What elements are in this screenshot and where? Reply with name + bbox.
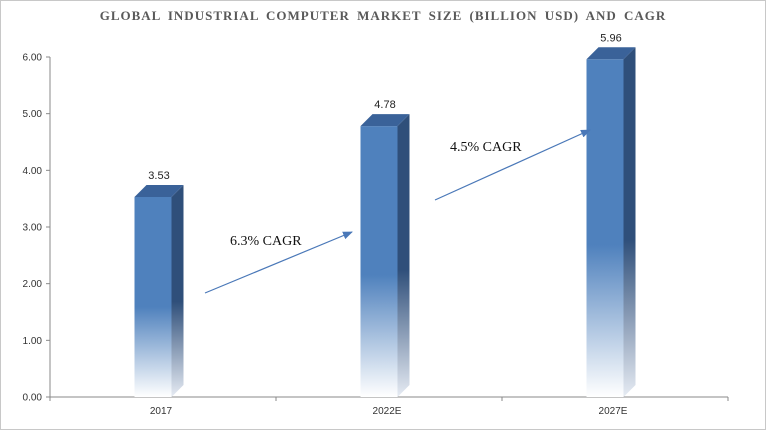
cagr-arrow — [204, 231, 353, 294]
cagr-label: 4.5% CAGR — [450, 140, 522, 155]
bar-side — [397, 114, 410, 397]
data-label: 4.78 — [374, 99, 395, 111]
y-tick-label: 5.00 — [23, 109, 43, 120]
x-tick-label: 2022E — [373, 406, 402, 417]
data-label: 3.53 — [148, 170, 169, 182]
y-tick-label: 0.00 — [23, 393, 43, 404]
x-tick-label: 2027E — [599, 406, 628, 417]
x-tick-label: 2017 — [150, 406, 173, 417]
bar-side — [171, 184, 184, 397]
y-tick-label: 4.00 — [23, 166, 43, 177]
cagr-arrow — [434, 129, 591, 201]
bars: 3.53 2017 4.78 2022E 5.96 2027E — [134, 32, 636, 417]
cagr-label: 6.3% CAGR — [230, 234, 302, 249]
chart-title: GLOBAL INDUSTRIAL COMPUTER MARKET SIZE (… — [99, 8, 667, 23]
bar-top — [360, 114, 410, 127]
bar-side — [623, 47, 636, 398]
y-tick-label: 1.00 — [23, 336, 43, 347]
y-tick-label: 6.00 — [23, 53, 43, 64]
cagr-annotations: 6.3% CAGR 4.5% CAGR — [204, 129, 591, 294]
y-tick-label: 2.00 — [23, 279, 43, 290]
data-label: 5.96 — [600, 32, 621, 44]
bar-front — [134, 196, 172, 397]
bar-front — [360, 126, 398, 397]
y-tick-label: 3.00 — [23, 223, 43, 234]
bar-top — [134, 184, 184, 197]
bar-front — [586, 59, 624, 398]
bar-top — [586, 47, 636, 60]
